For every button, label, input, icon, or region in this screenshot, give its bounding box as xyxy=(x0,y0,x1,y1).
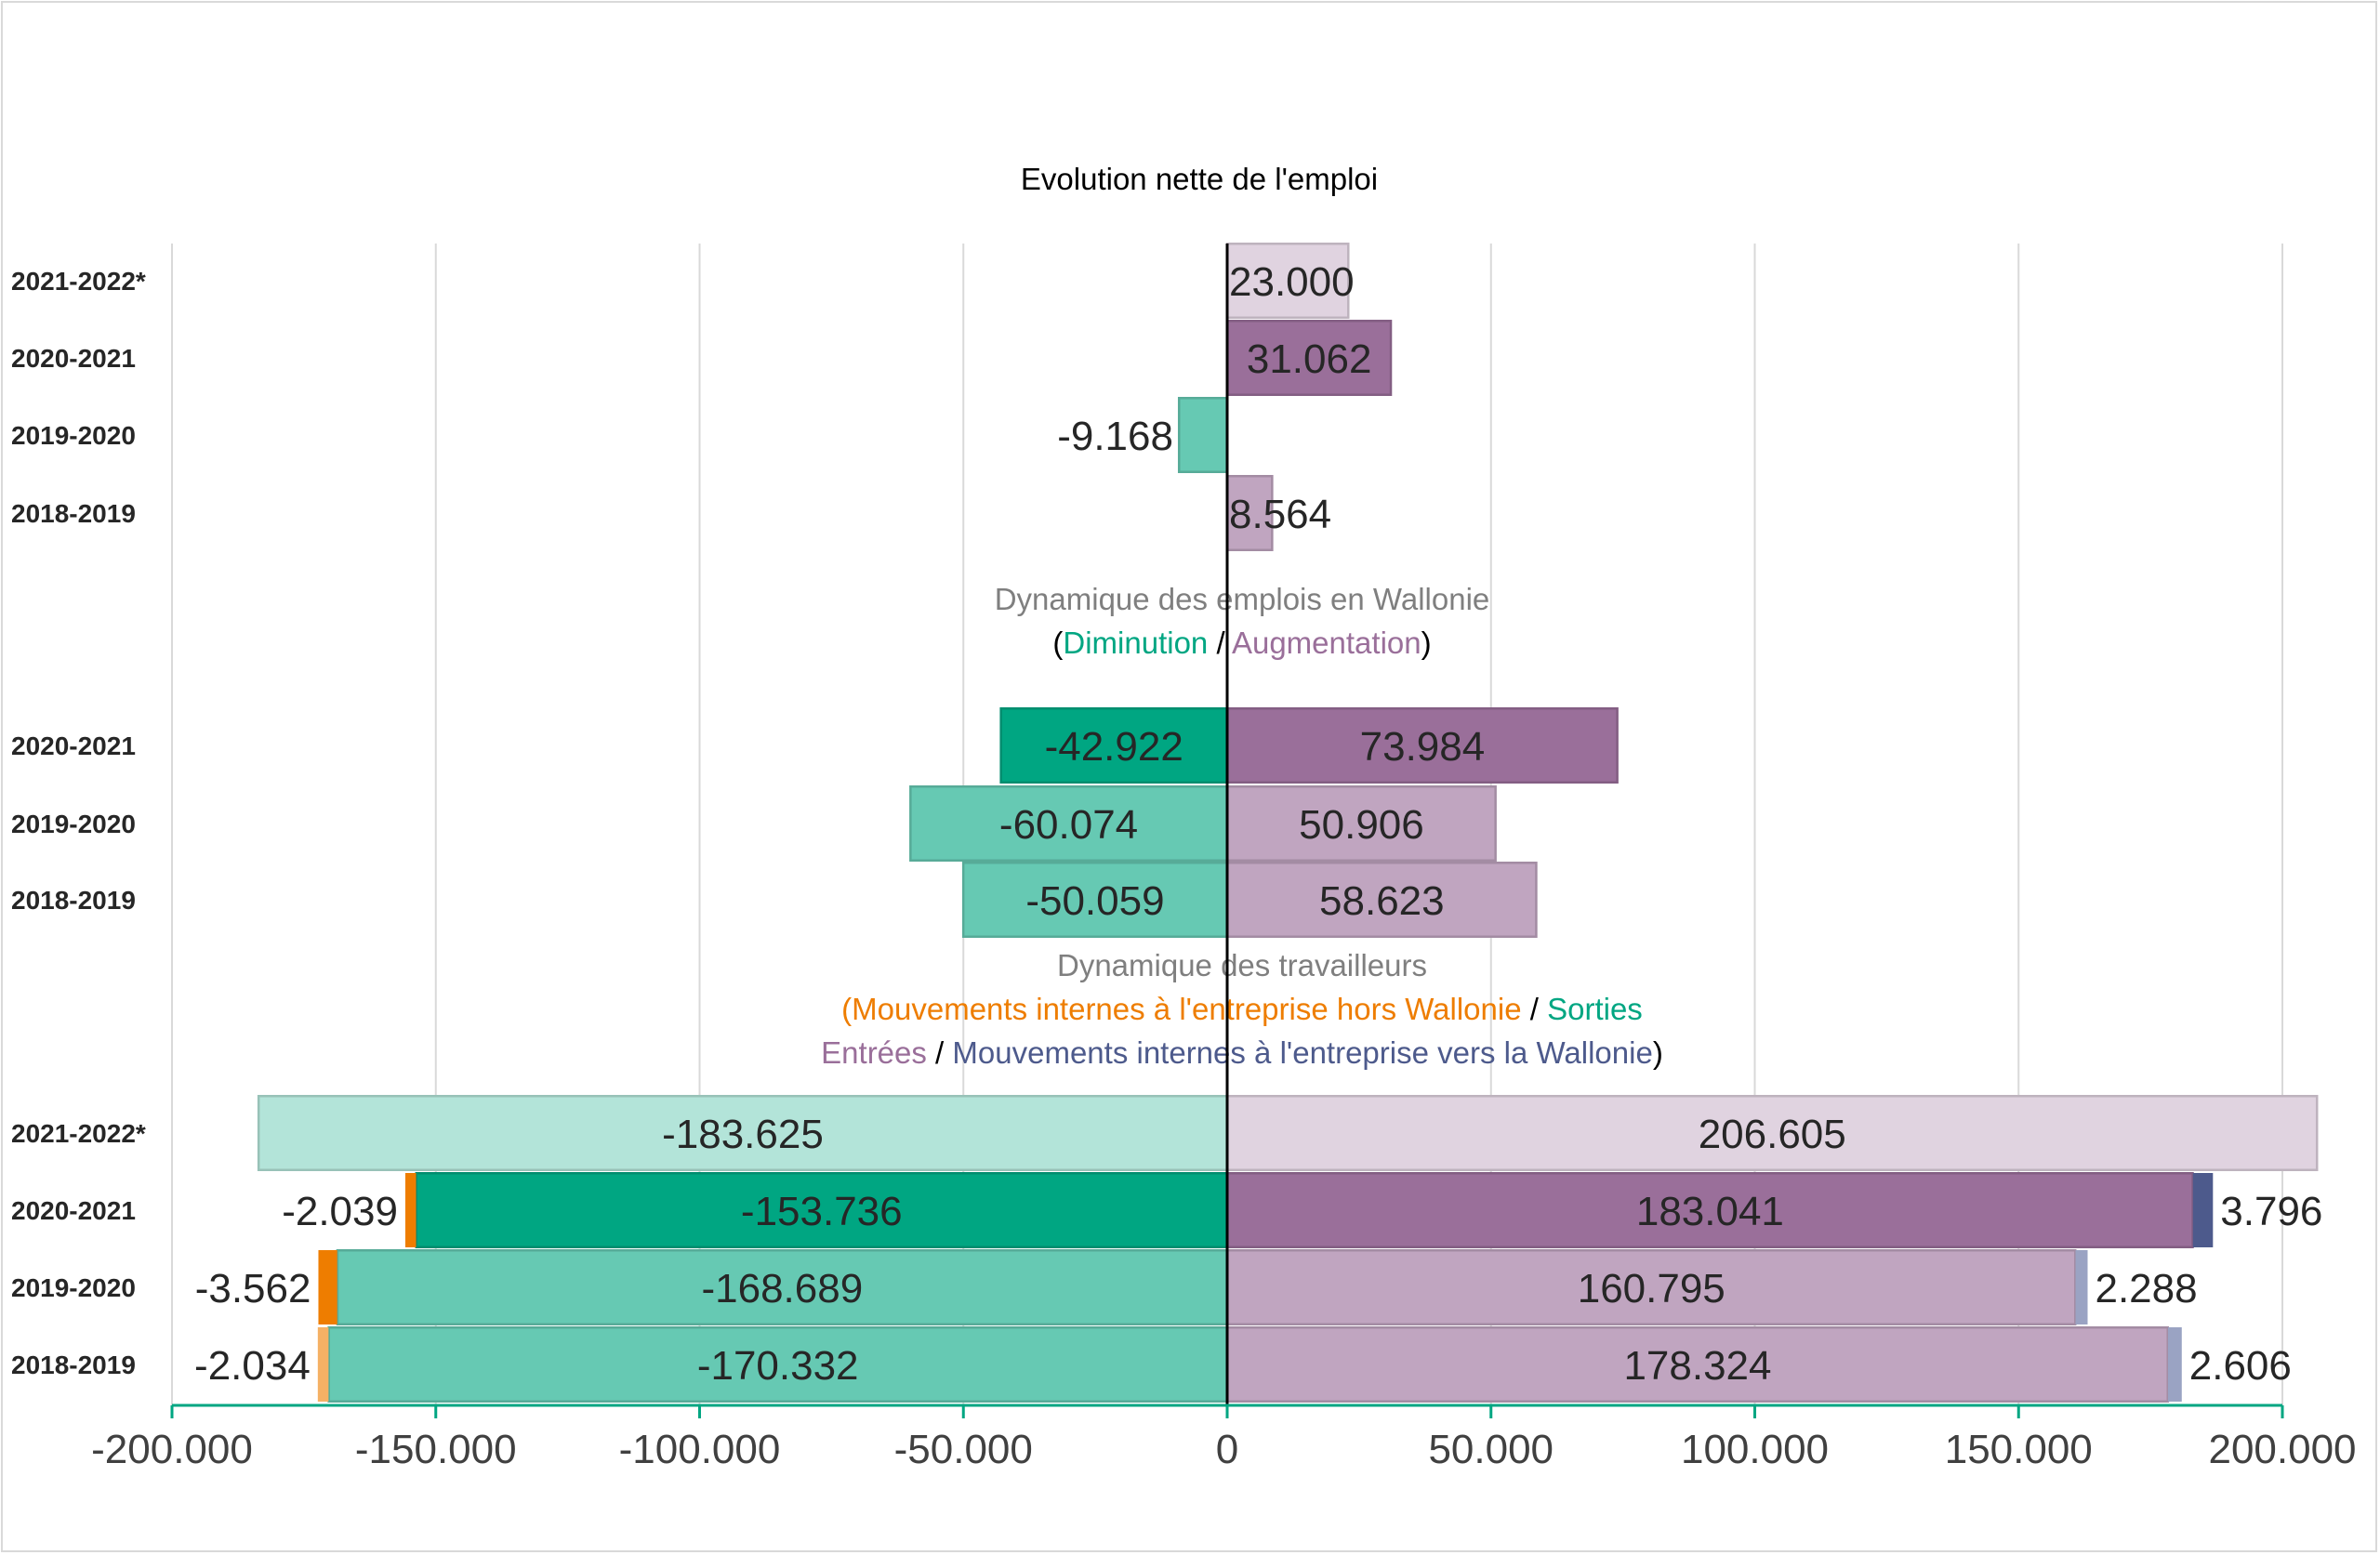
data-label: -9.168 xyxy=(1057,414,1173,459)
section-caption: Dynamique des emplois en Wallonie xyxy=(995,582,1490,616)
bar-fill xyxy=(338,1251,1226,1324)
category-label: 2019-2020 xyxy=(11,810,136,838)
bar xyxy=(2167,1327,2182,1402)
x-axis: -200.000 -150.000 -100.000 -50.000 0 50.000 10… xyxy=(91,244,2357,1472)
bar-fill xyxy=(1228,709,1617,782)
bar-fill xyxy=(1228,1328,2167,1401)
section-caption: Dynamique des travailleurs xyxy=(1057,948,1427,982)
bar-fill xyxy=(1228,1097,2316,1169)
data-label: -42.922 xyxy=(1045,724,1183,770)
bar-fill xyxy=(911,787,1226,860)
data-label: -3.562 xyxy=(195,1266,311,1311)
caption-segment: (Mouvements internes à l'entreprise hors… xyxy=(841,992,1521,1026)
caption-segment: / xyxy=(927,1035,953,1070)
category-label: 2020-2021 xyxy=(11,344,136,373)
data-label: 50.906 xyxy=(1299,802,1424,848)
x-tick-label: -100.000 xyxy=(619,1427,781,1472)
data-label: 73.984 xyxy=(1360,724,1486,770)
data-label: 178.324 xyxy=(1623,1343,1771,1389)
data-label: -153.736 xyxy=(741,1189,903,1234)
bar-fill xyxy=(1228,477,1272,549)
bars: 2021-2022* 23.000 2020-2021 31.062 2019-2020… xyxy=(11,243,2322,1403)
x-tick-label: -150.000 xyxy=(355,1427,517,1472)
section-caption: Entrées / Mouvements internes à l'entrep… xyxy=(821,1035,1663,1070)
caption-segment: ( xyxy=(1052,626,1063,660)
category-label: 2019-2020 xyxy=(11,1273,136,1302)
caption-segment: ) xyxy=(1421,626,1432,660)
category-label: 2019-2020 xyxy=(11,421,136,450)
x-tick-label: 0 xyxy=(1216,1427,1238,1472)
data-label: 58.623 xyxy=(1319,878,1445,924)
section-caption: (Diminution / Augmentation) xyxy=(1052,626,1431,660)
x-tick-label: 200.000 xyxy=(2208,1427,2356,1472)
caption-segment: Sorties xyxy=(1547,992,1643,1026)
bar-fill xyxy=(1001,709,1226,782)
data-label: 3.796 xyxy=(2220,1189,2322,1234)
bar-fill xyxy=(1228,1174,2192,1246)
data-label: 23.000 xyxy=(1229,259,1355,305)
data-label: 160.795 xyxy=(1578,1266,1726,1311)
x-tick-label: -200.000 xyxy=(91,1427,253,1472)
caption-segment: / xyxy=(1522,992,1548,1026)
bar xyxy=(317,1327,329,1402)
bar-fill xyxy=(1180,399,1226,471)
bar xyxy=(2075,1250,2088,1324)
category-label: 2018-2019 xyxy=(11,886,136,915)
data-label: -60.074 xyxy=(999,802,1138,848)
bar xyxy=(318,1250,337,1324)
bar-fill xyxy=(1228,787,1495,860)
data-label: 2.288 xyxy=(2095,1266,2197,1311)
category-label: 2020-2021 xyxy=(11,731,136,760)
category-label: 2021-2022* xyxy=(11,267,146,296)
category-label: 2021-2022* xyxy=(11,1119,146,1148)
caption-segment: Entrées xyxy=(821,1035,927,1070)
caption-segment: Dynamique des emplois en Wallonie xyxy=(995,582,1490,616)
caption-segment: ) xyxy=(1653,1035,1663,1070)
x-tick-label: -50.000 xyxy=(894,1427,1033,1472)
caption-segment: Diminution xyxy=(1063,626,1208,660)
data-label: -50.059 xyxy=(1025,878,1164,924)
caption-segment: Dynamique des travailleurs xyxy=(1057,948,1427,982)
x-tick-label: 100.000 xyxy=(1681,1427,1829,1472)
data-label: -170.332 xyxy=(697,1343,859,1389)
bar xyxy=(404,1173,416,1247)
bar-fill xyxy=(1228,322,1390,394)
data-label: 31.062 xyxy=(1247,336,1372,382)
x-tick-label: 150.000 xyxy=(1945,1427,2093,1472)
caption-segment: Augmentation xyxy=(1232,626,1421,660)
data-label: 206.605 xyxy=(1699,1112,1846,1157)
bar xyxy=(2192,1173,2214,1247)
bar-fill xyxy=(417,1174,1226,1246)
bar-fill xyxy=(964,863,1226,936)
data-label: -2.039 xyxy=(282,1189,398,1234)
data-label: -183.625 xyxy=(662,1112,824,1157)
chart-title: Evolution nette de l'emploi xyxy=(1021,162,1378,196)
bar-fill xyxy=(1228,863,1536,936)
category-label: 2018-2019 xyxy=(11,1351,136,1379)
bar-fill xyxy=(1228,1251,2075,1324)
caption-segment: Mouvements internes à l'entreprise vers … xyxy=(952,1035,1652,1070)
data-label: -2.034 xyxy=(194,1343,311,1389)
data-label: -168.689 xyxy=(701,1266,863,1311)
bar-fill xyxy=(329,1328,1226,1401)
section-caption: (Mouvements internes à l'entreprise hors… xyxy=(841,992,1643,1026)
category-label: 2018-2019 xyxy=(11,499,136,528)
x-tick-label: 50.000 xyxy=(1428,1427,1554,1472)
category-label: 2020-2021 xyxy=(11,1196,136,1225)
bar-fill xyxy=(1228,244,1348,317)
data-label: 8.564 xyxy=(1229,492,1331,537)
bar-fill xyxy=(259,1097,1226,1169)
data-label: 2.606 xyxy=(2189,1343,2292,1389)
data-label: 183.041 xyxy=(1636,1189,1784,1234)
